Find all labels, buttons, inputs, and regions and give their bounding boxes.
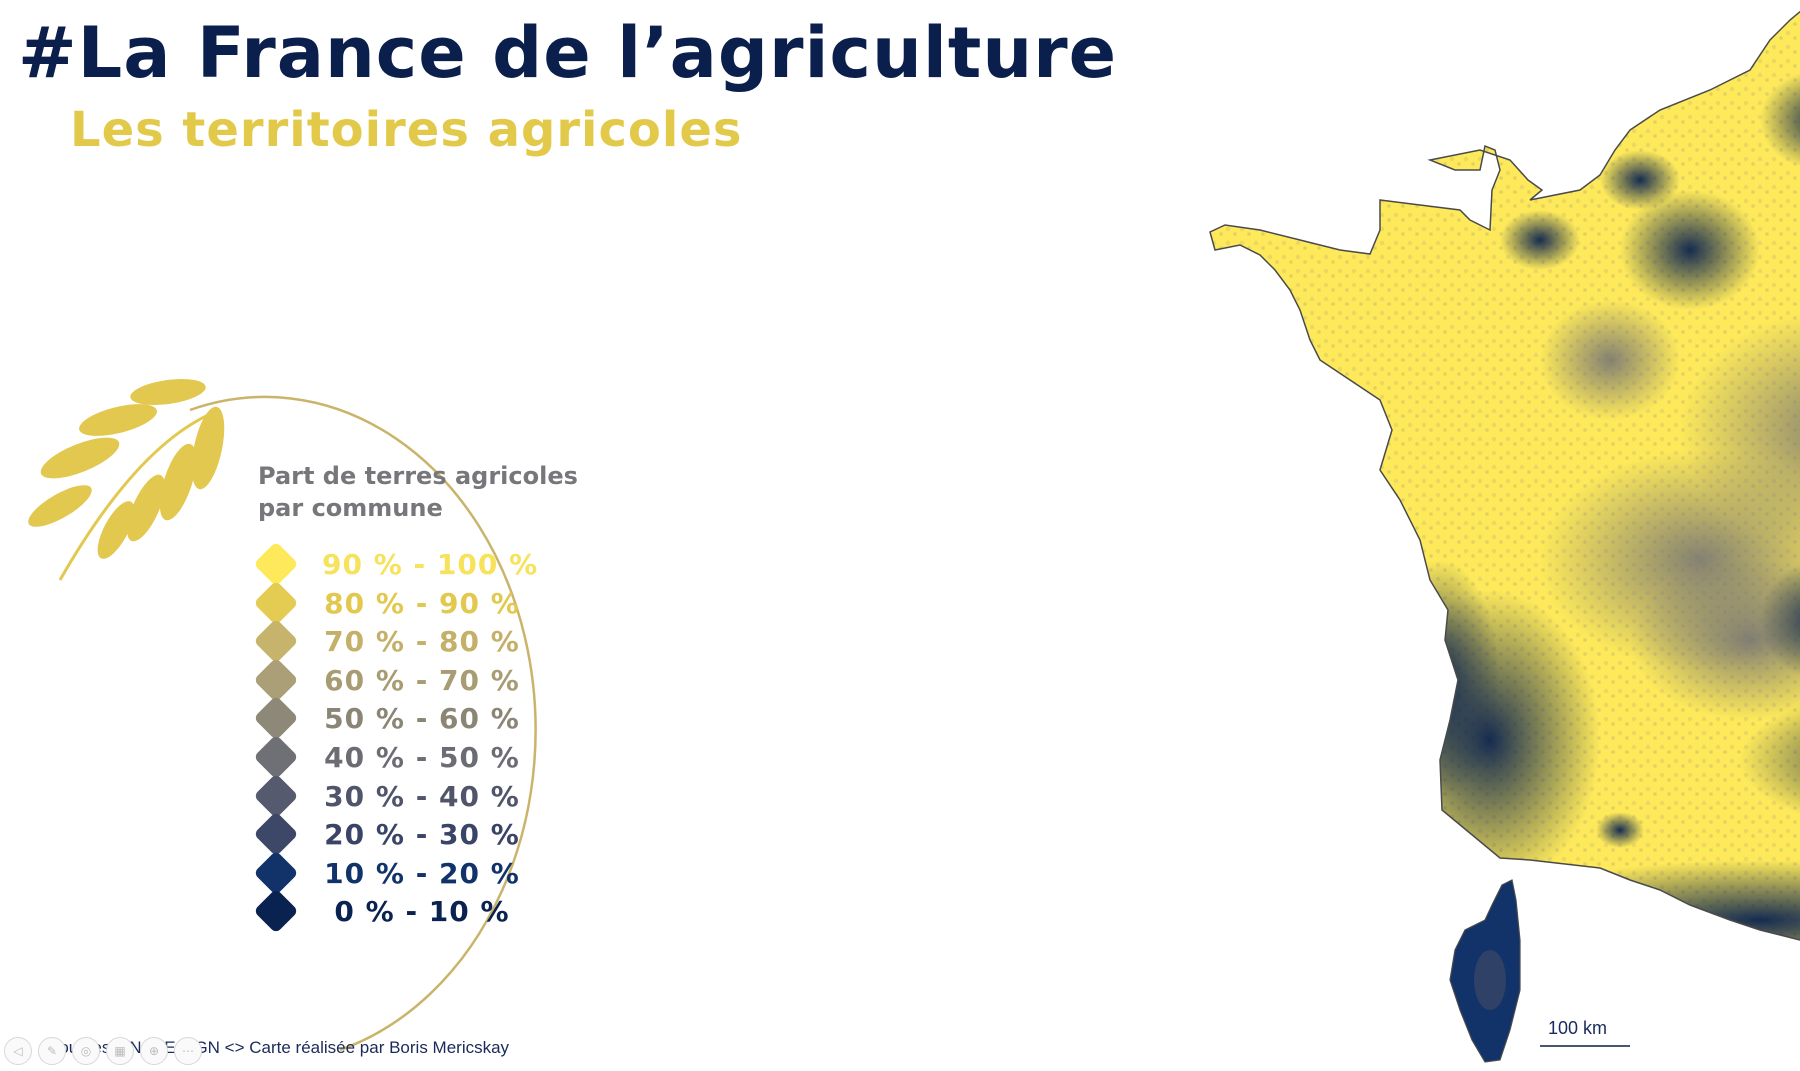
more-icon[interactable]: ⋯ [174, 1037, 202, 1065]
legend-item: 80 % - 90 % [250, 579, 550, 626]
legend-title-line2: par commune [258, 494, 443, 522]
legend-arc [189, 395, 537, 1052]
legend-swatch [253, 579, 299, 626]
legend-item: 40 % - 50 % [250, 734, 550, 780]
prev-slide-icon[interactable]: ◁ [4, 1037, 32, 1065]
legend-label: 20 % - 30 % [324, 818, 520, 852]
legend-item: 30 % - 40 % [250, 772, 550, 819]
page-subtitle: Les territoires agricoles [70, 102, 743, 158]
legend-ornament [28, 378, 537, 1052]
legend-item: 70 % - 80 % [250, 618, 550, 664]
legend-label: 0 % - 10 % [334, 895, 510, 929]
legend-item: 20 % - 30 % [250, 811, 550, 857]
scale-bar [1540, 1045, 1630, 1047]
pen-icon[interactable]: ◎ [72, 1037, 100, 1065]
france-map [1209, 3, 1800, 1063]
legend-swatch [253, 695, 299, 742]
legend-swatch [253, 618, 299, 664]
legend-swatch [253, 657, 299, 703]
legend-label: 10 % - 20 % [324, 856, 520, 890]
legend-item: 10 % - 20 % [250, 850, 550, 896]
legend-title-line1: Part de terres agricoles [258, 462, 578, 490]
map-area [640, 0, 1800, 1067]
legend-swatch [253, 541, 299, 587]
legend-item: 0 % - 10 % [250, 888, 550, 934]
legend-title: Part de terres agricoles par commune [258, 460, 578, 524]
legend-label: 80 % - 90 % [324, 586, 520, 620]
legend-swatch [253, 888, 299, 934]
legend-label: 70 % - 80 % [324, 625, 520, 659]
wheat-icon [28, 378, 225, 581]
legend-swatch [253, 811, 299, 857]
grid-icon[interactable]: ▦ [106, 1037, 134, 1065]
legend-label: 50 % - 60 % [324, 702, 520, 736]
scale-label: 100 km [1548, 1018, 1608, 1038]
pointer-icon[interactable]: ✎ [38, 1037, 66, 1065]
legend-label: 90 % - 100 % [322, 548, 539, 581]
legend-label: 40 % - 50 % [324, 740, 520, 774]
legend-item: 90 % - 100 % [250, 541, 550, 587]
legend-item: 50 % - 60 % [250, 695, 550, 742]
legend: 90 % - 100 % 80 % - 90 % 70 % - 80 % 60 % -… [250, 541, 550, 934]
legend-item: 60 % - 70 % [250, 657, 550, 703]
legend-swatch [253, 734, 299, 780]
legend-swatch [253, 772, 299, 819]
legend-label: 30 % - 40 % [324, 779, 520, 813]
page-title: #La France de l’agriculture [18, 12, 1118, 94]
legend-label: 60 % - 70 % [324, 663, 520, 697]
zoom-icon[interactable]: ⊕ [140, 1037, 168, 1065]
corsica [1449, 879, 1521, 1063]
legend-swatch [253, 850, 299, 896]
